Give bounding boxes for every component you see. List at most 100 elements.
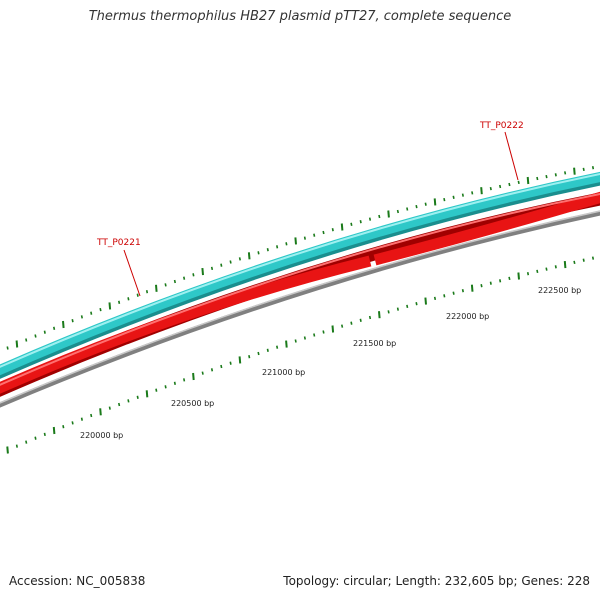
major-tick — [331, 325, 335, 333]
gene-label-tt-p0222[interactable]: TT_P0222 — [479, 121, 524, 131]
scale-label: 220500 bp — [171, 399, 214, 408]
minor-tick — [508, 276, 511, 281]
gene-label-leader — [123, 249, 141, 297]
minor-tick — [526, 272, 530, 276]
minor-tick — [15, 444, 18, 448]
major-tick — [573, 167, 576, 175]
minor-tick — [489, 281, 492, 285]
minor-tick — [192, 273, 195, 277]
minor-tick — [34, 334, 37, 338]
minor-tick — [582, 258, 585, 262]
minor-tick — [489, 186, 492, 191]
minor-tick — [220, 364, 223, 369]
major-tick — [52, 426, 56, 435]
scale-labels: 220000 bp 220500 bp 221000 bp 221500 bp … — [80, 286, 581, 440]
minor-tick — [461, 193, 464, 197]
scale-label: 220000 bp — [80, 431, 123, 440]
major-tick — [387, 210, 390, 218]
major-tick — [517, 272, 520, 280]
minor-tick — [127, 399, 130, 403]
minor-tick — [591, 256, 595, 260]
minor-tick — [517, 180, 520, 185]
reverse-gene-track-2[interactable] — [373, 191, 600, 266]
minor-tick — [285, 242, 288, 246]
minor-tick — [136, 293, 139, 297]
minor-tick — [545, 267, 548, 271]
minor-tick — [99, 307, 102, 312]
major-tick — [238, 356, 242, 364]
minor-tick — [276, 345, 279, 349]
minor-tick — [155, 388, 158, 392]
minor-tick — [43, 330, 46, 334]
minor-tick — [303, 236, 306, 240]
minor-tick — [443, 197, 446, 202]
minor-tick — [34, 436, 37, 440]
minor-tick — [229, 260, 232, 264]
minor-tick — [25, 338, 28, 342]
major-tick — [201, 268, 204, 276]
minor-tick — [303, 336, 306, 340]
minor-tick — [536, 176, 539, 181]
minor-tick — [396, 307, 399, 311]
scale-label: 221500 bp — [353, 339, 396, 348]
major-tick — [192, 372, 195, 381]
minor-tick — [499, 184, 502, 189]
minor-tick — [53, 326, 56, 330]
major-tick — [108, 302, 112, 310]
minor-tick — [62, 425, 65, 429]
minor-tick — [43, 432, 46, 437]
minor-tick — [183, 378, 186, 382]
reverse-track-highlight — [0, 192, 600, 386]
minor-tick — [378, 214, 381, 219]
minor-tick — [118, 300, 121, 304]
minor-tick — [6, 346, 9, 350]
minor-tick — [183, 276, 186, 280]
minor-tick — [415, 204, 418, 209]
major-tick — [145, 390, 149, 398]
major-tick — [424, 297, 427, 305]
upper-tick-marks — [6, 166, 595, 350]
minor-tick — [210, 266, 214, 271]
scale-label: 221000 bp — [262, 368, 305, 377]
major-tick — [99, 408, 102, 416]
major-tick — [480, 187, 483, 195]
minor-tick — [173, 381, 176, 385]
major-tick — [340, 223, 344, 231]
topology-summary: Topology: circular; Length: 232,605 bp; … — [283, 574, 590, 588]
major-tick — [563, 261, 567, 269]
forward-gene-track[interactable] — [0, 171, 600, 376]
reverse-gene-track-1[interactable] — [0, 255, 372, 394]
major-tick — [62, 320, 65, 329]
minor-tick — [341, 324, 344, 328]
minor-tick — [145, 290, 149, 294]
minor-tick — [322, 330, 325, 334]
minor-tick — [257, 251, 260, 255]
major-tick — [247, 252, 251, 260]
map-title: Thermus thermophilus HB27 plasmid pTT27,… — [88, 9, 512, 24]
minor-tick — [368, 217, 372, 221]
minor-tick — [173, 279, 176, 284]
major-tick — [433, 198, 437, 206]
minor-tick — [461, 289, 464, 293]
minor-tick — [118, 402, 121, 407]
gene-label-leader — [504, 131, 519, 181]
minor-tick — [80, 417, 83, 421]
minor-tick — [573, 260, 576, 265]
minor-tick — [108, 406, 111, 410]
minor-tick — [164, 283, 167, 287]
minor-tick — [564, 171, 567, 175]
minor-tick — [71, 319, 74, 323]
gene-labels: TT_P0221 TT_P0222 — [96, 121, 524, 297]
minor-tick — [554, 265, 557, 269]
minor-tick — [90, 311, 93, 315]
gene-label-tt-p0221[interactable]: TT_P0221 — [96, 238, 141, 248]
gene-tracks — [0, 171, 600, 408]
minor-tick — [406, 304, 409, 309]
minor-tick — [443, 294, 446, 298]
major-tick — [526, 176, 530, 185]
minor-tick — [229, 361, 232, 365]
minor-tick — [591, 166, 595, 170]
minor-tick — [80, 315, 83, 319]
minor-tick — [554, 173, 557, 177]
major-tick — [15, 340, 19, 348]
